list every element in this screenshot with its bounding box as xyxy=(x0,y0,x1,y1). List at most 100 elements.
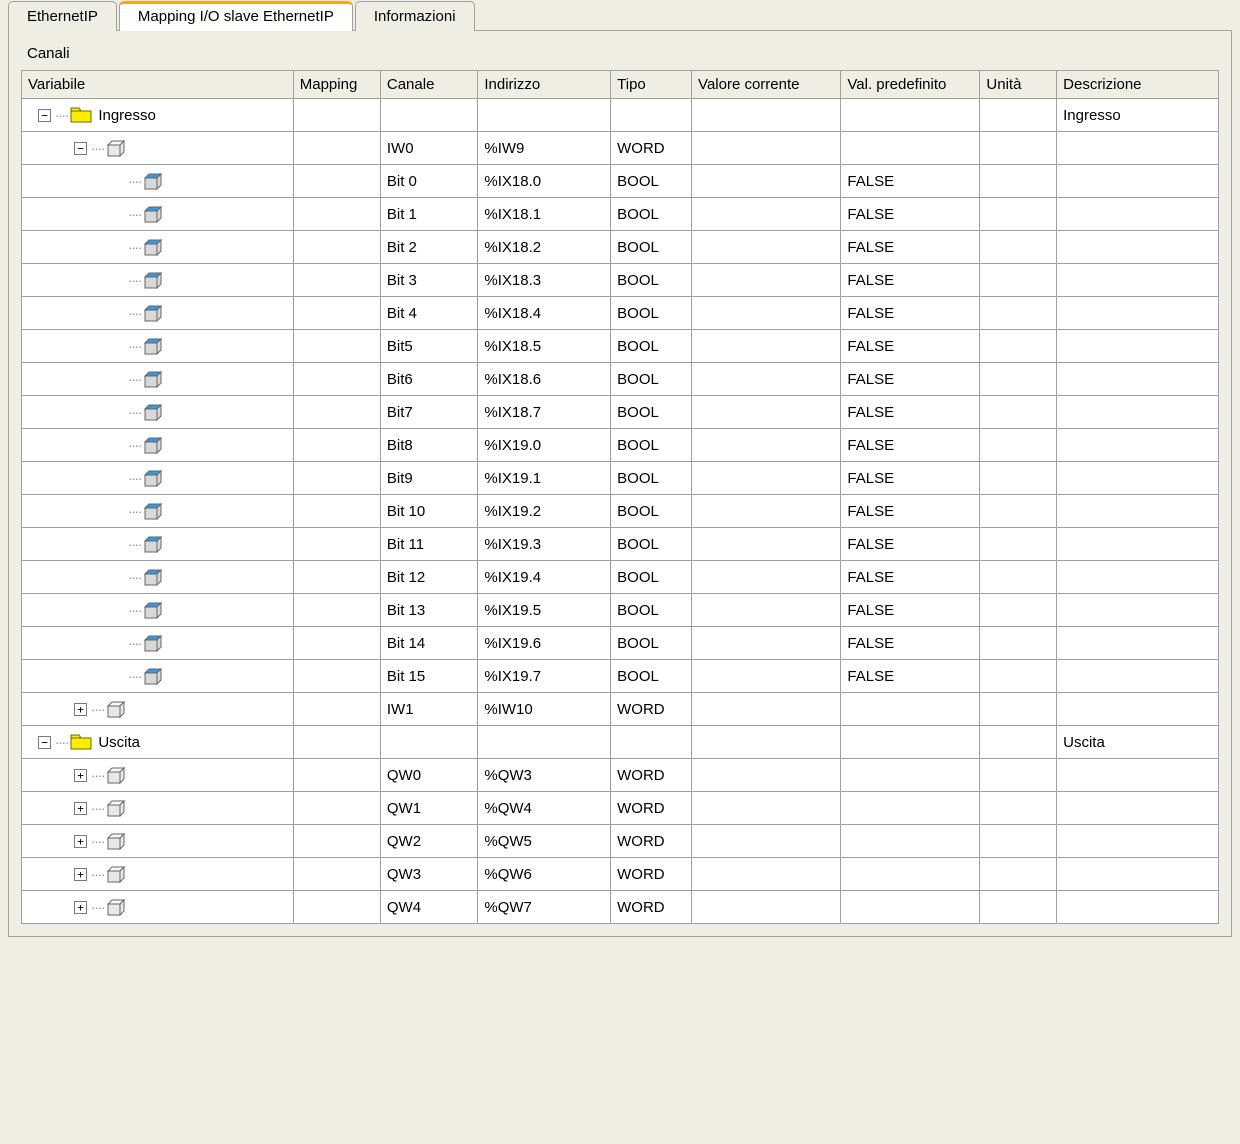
cell-mapping[interactable] xyxy=(293,627,380,660)
cell-variabile[interactable]: ···· xyxy=(22,495,294,528)
cell-mapping[interactable] xyxy=(293,792,380,825)
cell-mapping[interactable] xyxy=(293,561,380,594)
cell-variabile[interactable]: ···· xyxy=(22,528,294,561)
table-row[interactable]: ···· Bit9 %IX19.1 BOOL FALSE xyxy=(22,462,1219,495)
table-row[interactable]: ···· Bit 1 %IX18.1 BOOL FALSE xyxy=(22,198,1219,231)
tab-mapping-io[interactable]: Mapping I/O slave EthernetIP xyxy=(119,1,353,31)
cell-mapping[interactable] xyxy=(293,264,380,297)
col-variabile[interactable]: Variabile xyxy=(22,71,294,99)
expander[interactable]: − xyxy=(38,109,51,122)
cell-variabile[interactable]: ···· xyxy=(22,330,294,363)
cell-mapping[interactable] xyxy=(293,330,380,363)
col-canale[interactable]: Canale xyxy=(380,71,478,99)
expander[interactable]: + xyxy=(74,901,87,914)
table-row[interactable]: ···· Bit 0 %IX18.0 BOOL FALSE xyxy=(22,165,1219,198)
expander[interactable]: + xyxy=(74,769,87,782)
cell-mapping[interactable] xyxy=(293,429,380,462)
table-row[interactable]: ···· Bit6 %IX18.6 BOOL FALSE xyxy=(22,363,1219,396)
table-row[interactable]: + ···· QW4 %QW7 WORD xyxy=(22,891,1219,924)
cell-variabile[interactable]: ···· xyxy=(22,627,294,660)
cell-mapping[interactable] xyxy=(293,825,380,858)
table-row[interactable]: ···· Bit 11 %IX19.3 BOOL FALSE xyxy=(22,528,1219,561)
cell-mapping[interactable] xyxy=(293,594,380,627)
table-row[interactable]: − ···· IW0 %IW9 WORD xyxy=(22,132,1219,165)
cell-variabile[interactable]: ···· xyxy=(22,594,294,627)
table-row[interactable]: ···· Bit 4 %IX18.4 BOOL FALSE xyxy=(22,297,1219,330)
cell-mapping[interactable] xyxy=(293,891,380,924)
cell-mapping[interactable] xyxy=(293,759,380,792)
expander[interactable]: + xyxy=(74,703,87,716)
cell-mapping[interactable] xyxy=(293,726,380,759)
cell-mapping[interactable] xyxy=(293,495,380,528)
col-unita[interactable]: Unità xyxy=(980,71,1057,99)
table-row[interactable]: + ···· QW0 %QW3 WORD xyxy=(22,759,1219,792)
col-indirizzo[interactable]: Indirizzo xyxy=(478,71,611,99)
cell-variabile[interactable]: ···· xyxy=(22,165,294,198)
cell-variabile[interactable]: + ···· xyxy=(22,891,294,924)
table-row[interactable]: ···· Bit 2 %IX18.2 BOOL FALSE xyxy=(22,231,1219,264)
expander[interactable]: + xyxy=(74,802,87,815)
table-row[interactable]: − ···· Uscita Uscita xyxy=(22,726,1219,759)
cell-mapping[interactable] xyxy=(293,858,380,891)
cell-mapping[interactable] xyxy=(293,99,380,132)
expander[interactable]: + xyxy=(74,868,87,881)
cell-variabile[interactable]: + ···· xyxy=(22,858,294,891)
expander[interactable]: + xyxy=(74,835,87,848)
col-descrizione[interactable]: Descrizione xyxy=(1057,71,1219,99)
cell-variabile[interactable]: ···· xyxy=(22,396,294,429)
cell-variabile[interactable]: ···· xyxy=(22,297,294,330)
table-row[interactable]: ···· Bit 3 %IX18.3 BOOL FALSE xyxy=(22,264,1219,297)
cell-variabile[interactable]: − ···· Ingresso xyxy=(22,99,294,132)
cell-mapping[interactable] xyxy=(293,462,380,495)
cell-variabile[interactable]: + ···· xyxy=(22,792,294,825)
table-row[interactable]: ···· Bit 12 %IX19.4 BOOL FALSE xyxy=(22,561,1219,594)
cell-mapping[interactable] xyxy=(293,165,380,198)
table-row[interactable]: ···· Bit 14 %IX19.6 BOOL FALSE xyxy=(22,627,1219,660)
cell-variabile[interactable]: ···· xyxy=(22,264,294,297)
cell-mapping[interactable] xyxy=(293,363,380,396)
cell-mapping[interactable] xyxy=(293,693,380,726)
cell-valore xyxy=(692,858,841,891)
cell-variabile[interactable]: − ···· Uscita xyxy=(22,726,294,759)
cell-variabile[interactable]: + ···· xyxy=(22,825,294,858)
cell-variabile[interactable]: − ···· xyxy=(22,132,294,165)
tab-ethernetip[interactable]: EthernetIP xyxy=(8,1,117,31)
cell-mapping[interactable] xyxy=(293,198,380,231)
col-tipo[interactable]: Tipo xyxy=(611,71,692,99)
cell-variabile[interactable]: + ···· xyxy=(22,759,294,792)
col-predefinito[interactable]: Val. predefinito xyxy=(841,71,980,99)
table-row[interactable]: − ···· Ingresso Ingresso xyxy=(22,99,1219,132)
table-row[interactable]: ···· Bit 15 %IX19.7 BOOL FALSE xyxy=(22,660,1219,693)
cell-descrizione xyxy=(1057,660,1219,693)
cell-variabile[interactable]: ···· xyxy=(22,462,294,495)
cell-variabile[interactable]: ···· xyxy=(22,231,294,264)
table-row[interactable]: + ···· QW2 %QW5 WORD xyxy=(22,825,1219,858)
table-row[interactable]: + ···· IW1 %IW10 WORD xyxy=(22,693,1219,726)
cell-mapping[interactable] xyxy=(293,231,380,264)
cell-variabile[interactable]: ···· xyxy=(22,363,294,396)
cell-mapping[interactable] xyxy=(293,396,380,429)
col-valore[interactable]: Valore corrente xyxy=(692,71,841,99)
cell-unita xyxy=(980,165,1057,198)
tab-informazioni[interactable]: Informazioni xyxy=(355,1,475,31)
table-row[interactable]: ···· Bit7 %IX18.7 BOOL FALSE xyxy=(22,396,1219,429)
cell-tipo: BOOL xyxy=(611,165,692,198)
cell-variabile[interactable]: ···· xyxy=(22,198,294,231)
table-row[interactable]: ···· Bit 13 %IX19.5 BOOL FALSE xyxy=(22,594,1219,627)
cell-variabile[interactable]: + ···· xyxy=(22,693,294,726)
cell-variabile[interactable]: ···· xyxy=(22,429,294,462)
expander[interactable]: − xyxy=(38,736,51,749)
cell-variabile[interactable]: ···· xyxy=(22,660,294,693)
table-row[interactable]: ···· Bit5 %IX18.5 BOOL FALSE xyxy=(22,330,1219,363)
table-row[interactable]: ···· Bit 10 %IX19.2 BOOL FALSE xyxy=(22,495,1219,528)
cell-variabile[interactable]: ···· xyxy=(22,561,294,594)
cell-mapping[interactable] xyxy=(293,660,380,693)
expander[interactable]: − xyxy=(74,142,87,155)
cell-mapping[interactable] xyxy=(293,297,380,330)
col-mapping[interactable]: Mapping xyxy=(293,71,380,99)
table-row[interactable]: + ···· QW1 %QW4 WORD xyxy=(22,792,1219,825)
table-row[interactable]: ···· Bit8 %IX19.0 BOOL FALSE xyxy=(22,429,1219,462)
table-row[interactable]: + ···· QW3 %QW6 WORD xyxy=(22,858,1219,891)
cell-mapping[interactable] xyxy=(293,132,380,165)
cell-mapping[interactable] xyxy=(293,528,380,561)
